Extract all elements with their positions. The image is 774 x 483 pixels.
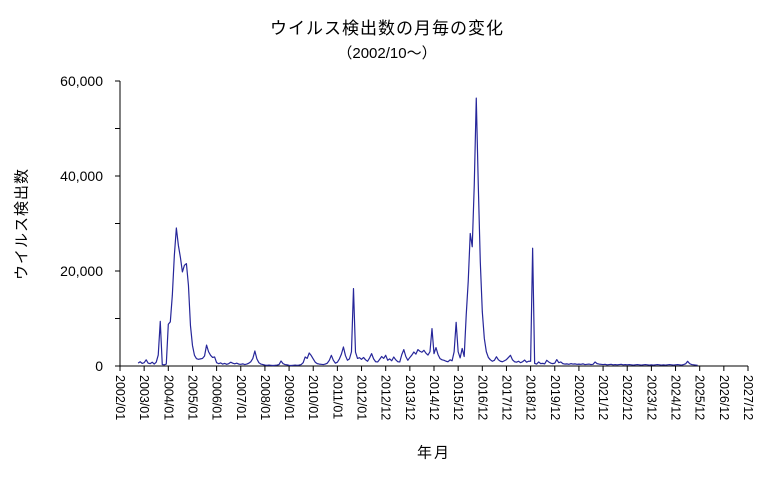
x-tick-label: 2011/01 — [330, 375, 344, 419]
x-tick-label: 2009/01 — [282, 375, 296, 420]
y-tick-label: 20,000 — [60, 263, 103, 279]
x-tick-label: 2013/12 — [403, 375, 417, 420]
x-tick-label: 2019/12 — [548, 375, 562, 420]
x-tick-label: 2002/01 — [113, 375, 127, 420]
x-tick-label: 2023/12 — [644, 375, 658, 420]
x-tick-label: 2010/01 — [306, 375, 320, 420]
x-tick-label: 2003/01 — [137, 375, 151, 420]
x-tick-label: 2017/12 — [499, 375, 513, 420]
axis-lines — [119, 81, 748, 367]
x-axis-title: 年月 — [416, 444, 452, 462]
x-tick-label: 2005/01 — [185, 375, 199, 420]
x-tick-label: 2021/12 — [596, 375, 610, 420]
x-tick-label: 2024/12 — [669, 375, 683, 420]
x-tick-label: 2027/12 — [741, 375, 755, 420]
x-tick-label: 2014/12 — [427, 375, 441, 420]
y-tick-label: 0 — [95, 358, 103, 374]
x-tick-label: 2004/01 — [161, 375, 175, 420]
chart-title: ウイルス検出数の月毎の変化 — [270, 19, 504, 38]
virus-count-line — [137, 97, 698, 367]
x-tick-label: 2022/12 — [620, 375, 634, 420]
y-tick-label: 60,000 — [60, 73, 103, 89]
x-tick-label: 2015/12 — [451, 375, 465, 420]
x-tick-label: 2006/01 — [210, 375, 224, 420]
x-tick-label: 2012/12 — [379, 375, 393, 420]
x-tick-label: 2012/01 — [355, 375, 369, 420]
x-tick-label: 2026/12 — [717, 375, 731, 420]
x-tick-label: 2018/12 — [524, 375, 538, 420]
chart-subtitle: （2002/10～） — [337, 45, 437, 62]
x-tick-label: 2025/12 — [693, 375, 707, 420]
x-tick-label: 2008/01 — [258, 375, 272, 420]
x-tick-label: 2007/01 — [234, 375, 248, 420]
x-tick-label: 2016/12 — [475, 375, 489, 420]
y-tick-label: 40,000 — [60, 168, 103, 184]
x-tick-label: 2020/12 — [572, 375, 586, 420]
